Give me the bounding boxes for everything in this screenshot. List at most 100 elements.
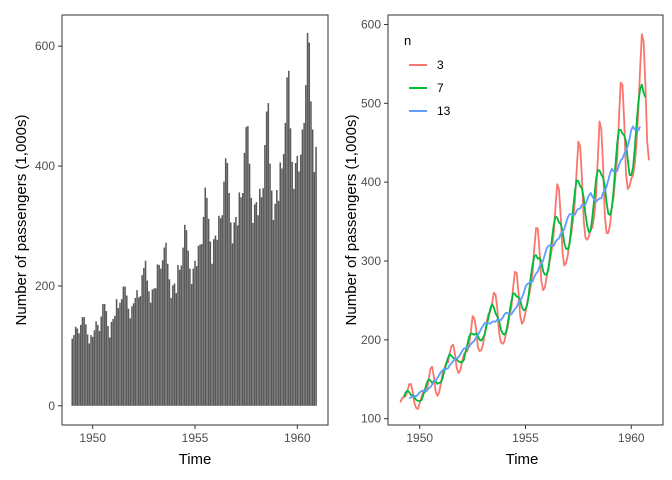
y-tick-label: 400 <box>361 175 381 189</box>
bar <box>114 315 116 406</box>
y-tick-label: 0 <box>48 399 55 413</box>
x-tick-label: 1955 <box>182 431 209 445</box>
y-tick-label: 100 <box>361 412 381 426</box>
bar <box>272 220 275 406</box>
bar <box>247 125 249 406</box>
bar <box>93 330 96 406</box>
bar <box>274 203 276 406</box>
bar <box>153 288 155 406</box>
bar <box>143 267 145 406</box>
bar <box>110 321 113 406</box>
bar <box>276 190 278 406</box>
bar <box>83 317 85 406</box>
bar <box>163 247 166 406</box>
x-tick-label: 1955 <box>512 431 539 445</box>
right-y-ticks: 100 200 300 400 500 600 <box>361 17 388 426</box>
bar <box>313 172 316 406</box>
bar <box>209 241 212 406</box>
bar <box>238 192 241 406</box>
bar <box>74 326 77 406</box>
bar <box>298 171 300 406</box>
bar <box>91 336 94 406</box>
bar <box>296 155 299 406</box>
left-y-ticks: 0 200 400 600 <box>35 39 62 413</box>
bar <box>211 263 213 406</box>
bar <box>299 154 302 406</box>
y-tick-label: 500 <box>361 96 381 110</box>
bar <box>223 181 225 406</box>
bar <box>201 243 203 406</box>
bar <box>182 247 184 406</box>
bar <box>180 265 183 406</box>
bar <box>236 225 239 406</box>
bar <box>265 111 268 406</box>
bar <box>122 286 125 406</box>
bar <box>281 168 283 406</box>
bar <box>165 242 167 406</box>
legend-label-7: 7 <box>437 81 444 95</box>
bar <box>216 239 218 406</box>
bar <box>112 318 114 406</box>
bar <box>105 311 108 406</box>
bar <box>151 289 154 406</box>
bar <box>144 260 147 406</box>
bar <box>284 122 287 406</box>
bar <box>221 215 224 406</box>
bar <box>73 335 75 406</box>
bar <box>100 316 102 406</box>
y-tick-label: 600 <box>361 17 381 31</box>
bar <box>288 70 290 406</box>
bar <box>127 308 130 406</box>
bar <box>228 193 230 406</box>
bar <box>103 303 106 406</box>
bar <box>240 197 242 406</box>
bar <box>107 326 109 406</box>
bar <box>161 260 164 406</box>
bar <box>293 188 295 406</box>
bar <box>243 152 246 406</box>
x-tick-label: 1950 <box>79 431 106 445</box>
bar <box>88 343 91 406</box>
bar <box>156 264 159 406</box>
bar <box>206 197 208 406</box>
bar <box>102 303 104 406</box>
right-lines <box>399 33 650 410</box>
bar <box>301 129 304 406</box>
bar <box>131 306 133 406</box>
bar <box>124 286 126 406</box>
bar <box>252 222 254 406</box>
bar <box>190 284 193 406</box>
bar <box>115 299 118 406</box>
bar <box>79 324 82 406</box>
bar <box>149 302 152 406</box>
legend-label-13: 13 <box>437 104 451 118</box>
right-x-ticks: 1950 1955 1960 <box>406 425 645 445</box>
bar <box>166 263 169 406</box>
bar <box>245 127 247 406</box>
right-plot-frame <box>387 14 664 426</box>
bar <box>308 42 311 406</box>
bar <box>170 297 172 406</box>
bar <box>76 328 79 406</box>
bar <box>270 190 273 406</box>
x-tick-label: 1950 <box>406 431 433 445</box>
bar <box>233 222 235 406</box>
bar <box>148 291 150 406</box>
bar <box>248 163 251 406</box>
bar <box>294 163 297 406</box>
bar <box>139 296 142 406</box>
legend-title: n <box>404 33 411 48</box>
bar <box>137 297 140 406</box>
bar <box>173 283 176 406</box>
bar <box>187 250 189 406</box>
bar <box>235 217 237 406</box>
left-panel: 1950 1955 1960 0 200 400 600 Time Number of p… <box>13 14 329 468</box>
bar <box>117 308 120 406</box>
bar <box>212 239 215 406</box>
bar <box>136 290 138 406</box>
bar <box>141 275 143 406</box>
series-line-13 <box>408 125 641 400</box>
bar <box>218 215 220 406</box>
bar <box>231 243 234 406</box>
